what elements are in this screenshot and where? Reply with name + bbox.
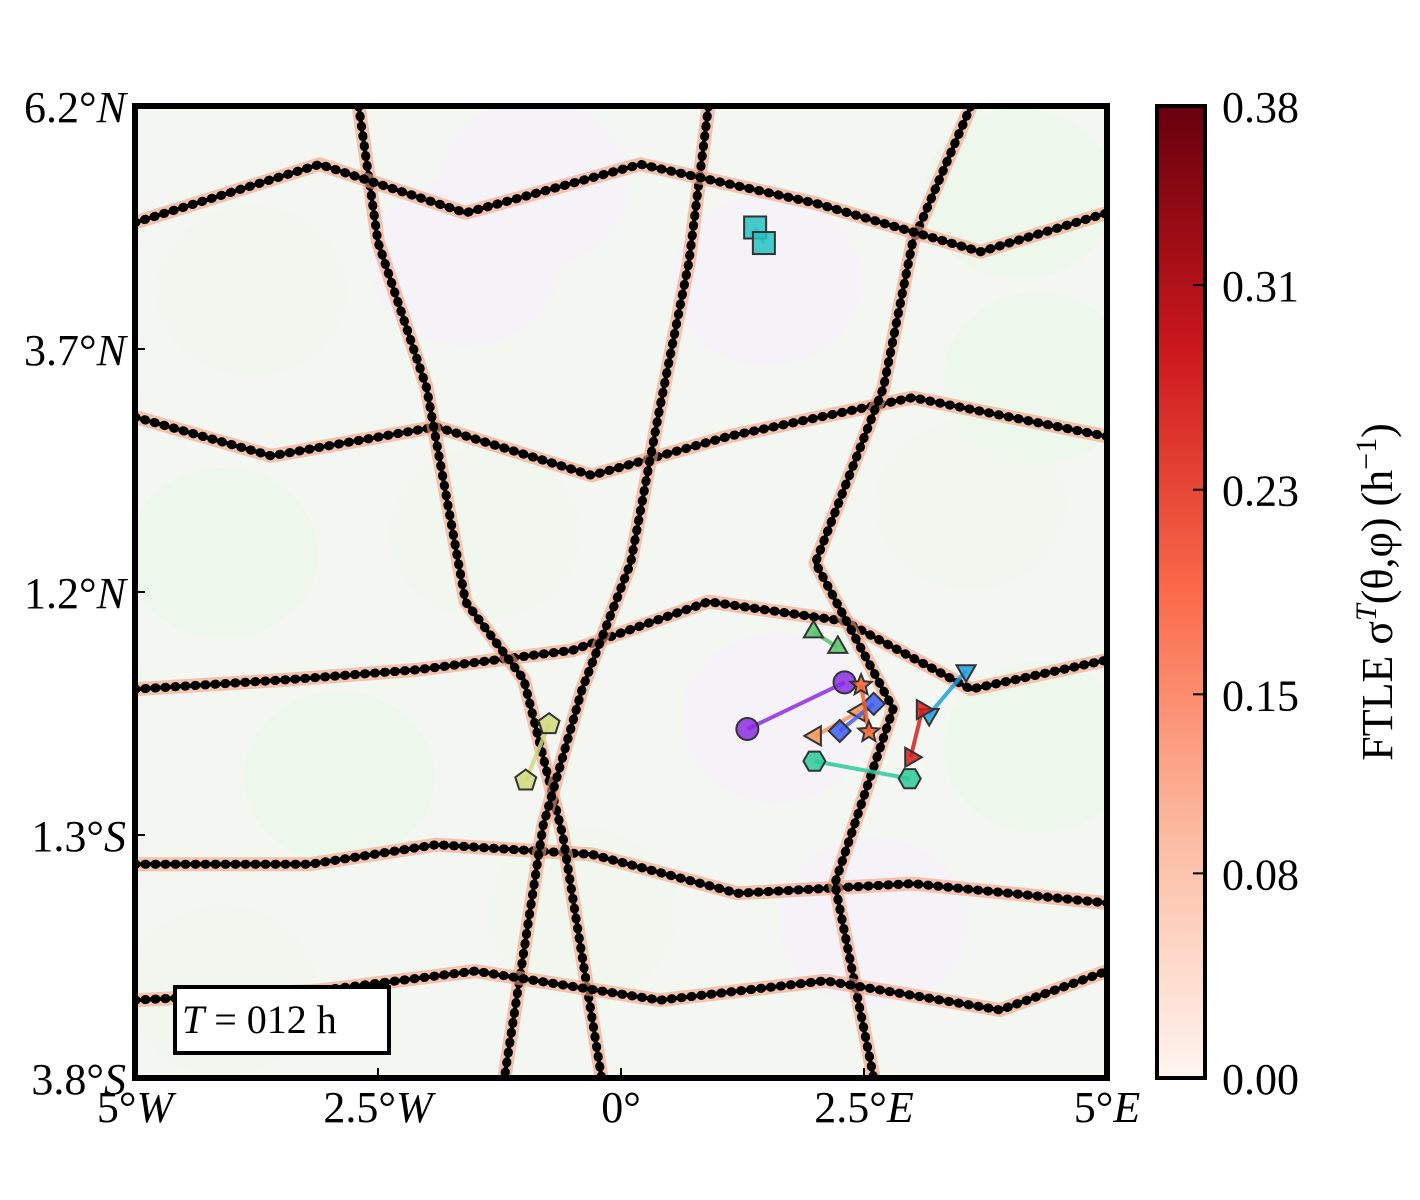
tick-label: 2.5°W (323, 1083, 436, 1132)
colorbar-tick-label: 0.38 (1222, 83, 1299, 132)
tick-label-hemisphere: S (104, 812, 126, 861)
tracer-lane-core (135, 599, 1107, 692)
colorbar-tick-label: 0.08 (1222, 850, 1299, 899)
tick-label-hemisphere: N (96, 83, 129, 132)
hexagon-marker (802, 750, 827, 772)
tick-label-hemisphere: E (886, 1083, 914, 1132)
triangle-right-marker (904, 745, 924, 769)
tick-label: 5°W (97, 1083, 177, 1132)
colorbar-label-unit-sup: −1 (1350, 438, 1383, 470)
tick-label: 6.2°N (24, 83, 129, 132)
colorbar-tick-label: 0.23 (1222, 467, 1299, 516)
hexagon-trajectory (814, 759, 911, 781)
triangle-up-marker (802, 618, 825, 639)
tracer-lane-core (356, 106, 604, 1078)
plot-area (132, 103, 1110, 1081)
pentagon-marker (537, 711, 561, 735)
tick-label: 1.3°S (31, 812, 126, 861)
lanes-layer (135, 106, 1107, 1078)
cell-shade (244, 691, 435, 862)
star-marker (855, 718, 882, 744)
cell-shade (438, 106, 629, 269)
tick-label: 1.2°N (24, 569, 129, 618)
x-axis: 5°W 2.5°W 0° 2.5°E 5°E (97, 1068, 1140, 1132)
time-annotation: T = 012 h (173, 985, 391, 1055)
cell-shade (943, 662, 1107, 833)
tick-label-value: 2.5° (814, 1083, 887, 1132)
colorbar-tick-label: 0.00 (1222, 1055, 1299, 1104)
tick-label-value: 2.5° (323, 1083, 396, 1132)
tick-label-value: 5° (1074, 1083, 1114, 1132)
tracer-lane-core (502, 106, 711, 1078)
triangle-right-marker (915, 698, 936, 721)
cell-shade (671, 195, 862, 366)
star-marker (848, 671, 874, 697)
cell-shade (924, 108, 1107, 279)
time-variable: T (182, 997, 207, 1042)
colorbar-ticks: 0.00 0.08 0.15 0.23 0.31 0.38 (1193, 83, 1299, 1104)
circle-trajectory (746, 680, 846, 731)
cell-shade (389, 448, 580, 619)
tick-label-hemisphere: N (96, 569, 129, 618)
colorbar-label-prefix: FTLE σ (1353, 621, 1402, 761)
cell-shade (875, 419, 1066, 590)
triangle-down-trajectory (927, 669, 968, 716)
tracer-lane-core (135, 395, 1107, 478)
colorbar-tick-label: 0.15 (1222, 671, 1299, 720)
cell-shade (135, 468, 318, 639)
tick-label-value: 1.2° (24, 569, 97, 618)
colorbar-gradient (1155, 104, 1207, 1080)
tick-label-value: 5° (97, 1083, 137, 1132)
circle-marker (735, 717, 760, 742)
colorbar-label-middle: (θ,φ) (h (1353, 470, 1402, 604)
colorbar: 0.00 0.08 0.15 0.23 0.31 0.38 FTLE σT(θ,φ) (h… (1155, 83, 1403, 1104)
triangle-down-marker (954, 664, 978, 684)
colorbar-label: FTLE σT(θ,φ) (h−1) (1350, 423, 1403, 761)
tick-label-hemisphere: N (96, 326, 129, 375)
diamond-marker (861, 691, 887, 717)
colorbar-label-suffix: ) (1353, 423, 1402, 438)
pentagon-marker (514, 768, 538, 791)
square-marker (751, 231, 776, 256)
time-value: = 012 h (204, 997, 337, 1042)
time-annotation-text: T = 012 h (182, 997, 337, 1042)
tick-label-hemisphere: S (104, 1055, 126, 1104)
tick-label-value: 3.7° (24, 326, 97, 375)
tracer-lane-core (813, 106, 973, 1078)
tick-label-hemisphere: W (136, 1083, 176, 1132)
trajectories-layer (514, 215, 978, 791)
hexagon-marker (897, 768, 922, 790)
tick-label: 3.8°S (31, 1055, 126, 1104)
tick-label-value: 3.8° (31, 1055, 104, 1104)
tracer-lane-core (135, 162, 1107, 254)
tick-label-value: 1.3° (31, 812, 104, 861)
cell-shade (156, 205, 347, 376)
tick-label: 3.7°N (24, 326, 129, 375)
tick-label-hemisphere: E (1112, 1083, 1140, 1132)
tick-label: 0° (601, 1083, 641, 1132)
tick-label-value: 6.2° (24, 83, 97, 132)
cell-shade (943, 293, 1107, 464)
diamond-marker (827, 718, 853, 744)
time-annotation-box (173, 985, 391, 1055)
colorbar-label-sup: T (1350, 602, 1383, 621)
tick-label-hemisphere: W (396, 1083, 436, 1132)
tick-label: 5°E (1074, 1083, 1141, 1132)
y-axis: 6.2°N3.7°N1.2°N1.3°S3.8°S (24, 83, 145, 1104)
triangle-up-marker (826, 634, 850, 654)
tick-label: 2.5°E (814, 1083, 914, 1132)
triangle-left-marker (802, 724, 822, 748)
tick-label-value: 0° (601, 1083, 641, 1132)
colorbar-tick-label: 0.31 (1222, 262, 1299, 311)
tracer-lane-core (135, 842, 1107, 905)
